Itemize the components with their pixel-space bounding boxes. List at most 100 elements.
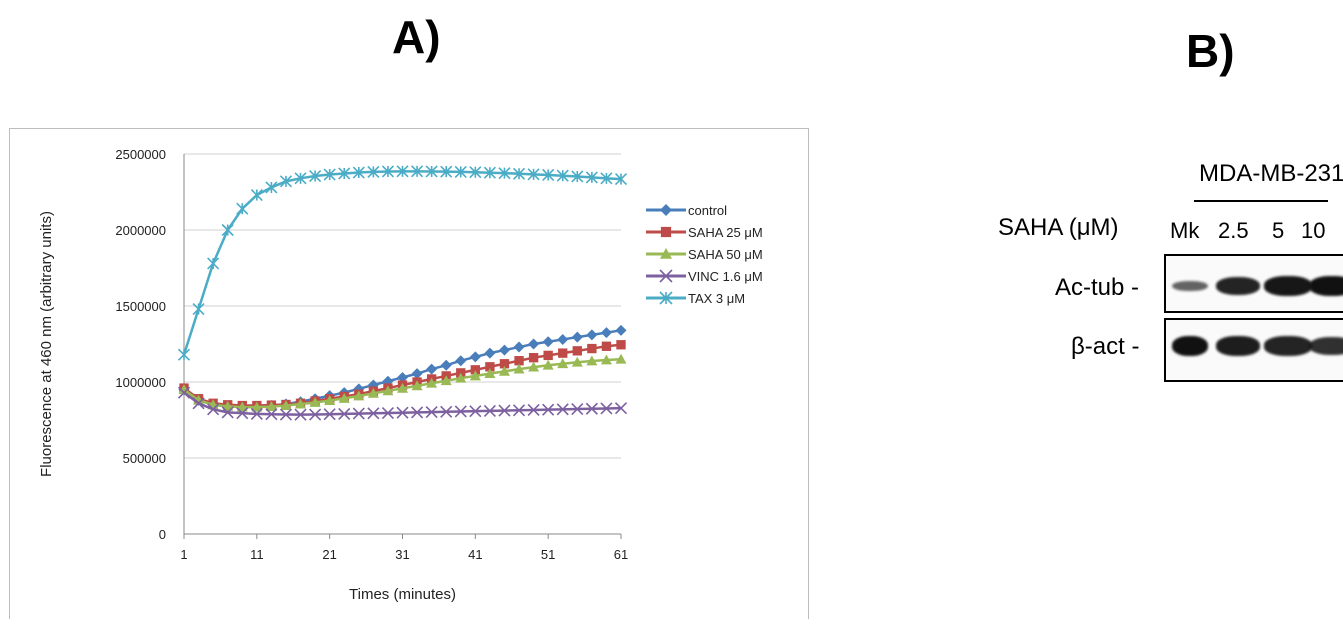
data-point — [483, 404, 496, 417]
x-tick-label: 31 — [395, 547, 409, 562]
data-point — [557, 358, 569, 369]
data-point — [381, 165, 394, 178]
data-point — [469, 405, 482, 418]
data-point — [484, 368, 496, 379]
blot-band — [1172, 336, 1208, 356]
x-tick-label: 21 — [322, 547, 336, 562]
data-point — [601, 341, 612, 351]
data-point — [265, 408, 278, 421]
x-axis-label: Times (minutes) — [349, 586, 456, 603]
data-point — [221, 406, 234, 419]
lane-label-10: 10 — [1301, 218, 1326, 243]
legend-entry: SAHA 25 μM — [688, 225, 763, 240]
data-point — [571, 402, 584, 416]
series-line — [182, 170, 622, 356]
data-point — [265, 401, 277, 412]
blot-band — [1264, 276, 1312, 296]
data-point — [250, 407, 263, 420]
data-point — [571, 170, 584, 183]
data-point — [396, 406, 409, 419]
western-blot-beta-act — [1164, 318, 1343, 382]
blot-band — [1216, 277, 1260, 295]
data-point — [367, 407, 380, 420]
data-point — [440, 405, 453, 418]
blot-band — [1309, 276, 1343, 296]
data-point — [469, 351, 481, 363]
data-point — [323, 168, 336, 181]
data-point — [484, 347, 496, 359]
x-tick-label: 61 — [614, 547, 628, 562]
data-point — [587, 343, 597, 354]
data-point — [600, 354, 612, 365]
data-point — [615, 324, 627, 336]
blot-band — [1216, 336, 1260, 356]
data-point — [411, 165, 424, 178]
data-point — [236, 401, 248, 412]
series-line — [183, 391, 622, 416]
data-point — [454, 405, 467, 418]
data-point — [426, 377, 438, 388]
data-point — [279, 175, 293, 188]
data-point — [498, 167, 511, 180]
y-tick-label: 1500000 — [115, 299, 166, 314]
y-axis-label: Fluorescence at 460 nm (arbitrary units) — [38, 211, 55, 477]
data-point — [528, 361, 540, 372]
blot-band — [1264, 336, 1312, 356]
blot-row-label-ac-tub: Ac-tub - — [1055, 274, 1140, 301]
data-point — [279, 408, 293, 421]
data-point — [411, 380, 423, 391]
data-point — [512, 167, 526, 180]
data-point — [440, 359, 452, 371]
data-point — [338, 407, 351, 420]
data-point — [396, 165, 409, 178]
legend-swatch-marker — [660, 248, 672, 259]
data-point — [600, 402, 613, 415]
panel-a-label: A) — [392, 11, 441, 63]
data-point — [513, 341, 525, 353]
legend-entry: TAX 3 μM — [688, 291, 745, 306]
blot-band — [1172, 280, 1208, 292]
data-point — [571, 331, 583, 343]
data-point — [498, 344, 510, 356]
data-point — [381, 406, 394, 420]
data-point — [558, 348, 568, 358]
data-point — [614, 173, 628, 186]
data-point — [309, 408, 322, 421]
data-point — [338, 167, 351, 180]
y-tick-label: 2500000 — [115, 147, 166, 162]
data-point — [512, 404, 526, 417]
data-point — [294, 408, 307, 421]
legend-swatch-marker — [660, 226, 672, 238]
data-point — [586, 329, 598, 341]
data-point — [207, 257, 220, 270]
data-point — [469, 166, 482, 179]
data-point — [309, 169, 322, 183]
cell-line-rule — [1194, 200, 1328, 202]
data-point — [528, 353, 539, 363]
data-point — [382, 385, 394, 396]
data-point — [513, 363, 525, 374]
data-point — [222, 400, 234, 411]
data-point — [411, 368, 423, 380]
data-point — [192, 302, 205, 316]
data-point — [542, 403, 555, 416]
data-point — [177, 386, 191, 399]
data-point — [295, 398, 307, 409]
data-point — [498, 365, 510, 376]
x-tick-label: 11 — [250, 547, 264, 562]
panel-b-label: B) — [1186, 25, 1235, 77]
data-point — [470, 365, 481, 375]
data-point — [294, 172, 307, 185]
data-point — [309, 397, 321, 407]
x-tick-label: 51 — [541, 547, 555, 562]
data-point — [556, 169, 569, 182]
data-point — [192, 397, 205, 410]
data-point — [542, 336, 554, 348]
data-point — [528, 338, 540, 350]
data-point — [585, 402, 598, 415]
data-point — [527, 168, 540, 181]
data-point — [455, 355, 467, 367]
legend-entry: SAHA 50 μM — [688, 247, 763, 262]
data-point — [323, 408, 336, 421]
data-point — [353, 390, 365, 401]
